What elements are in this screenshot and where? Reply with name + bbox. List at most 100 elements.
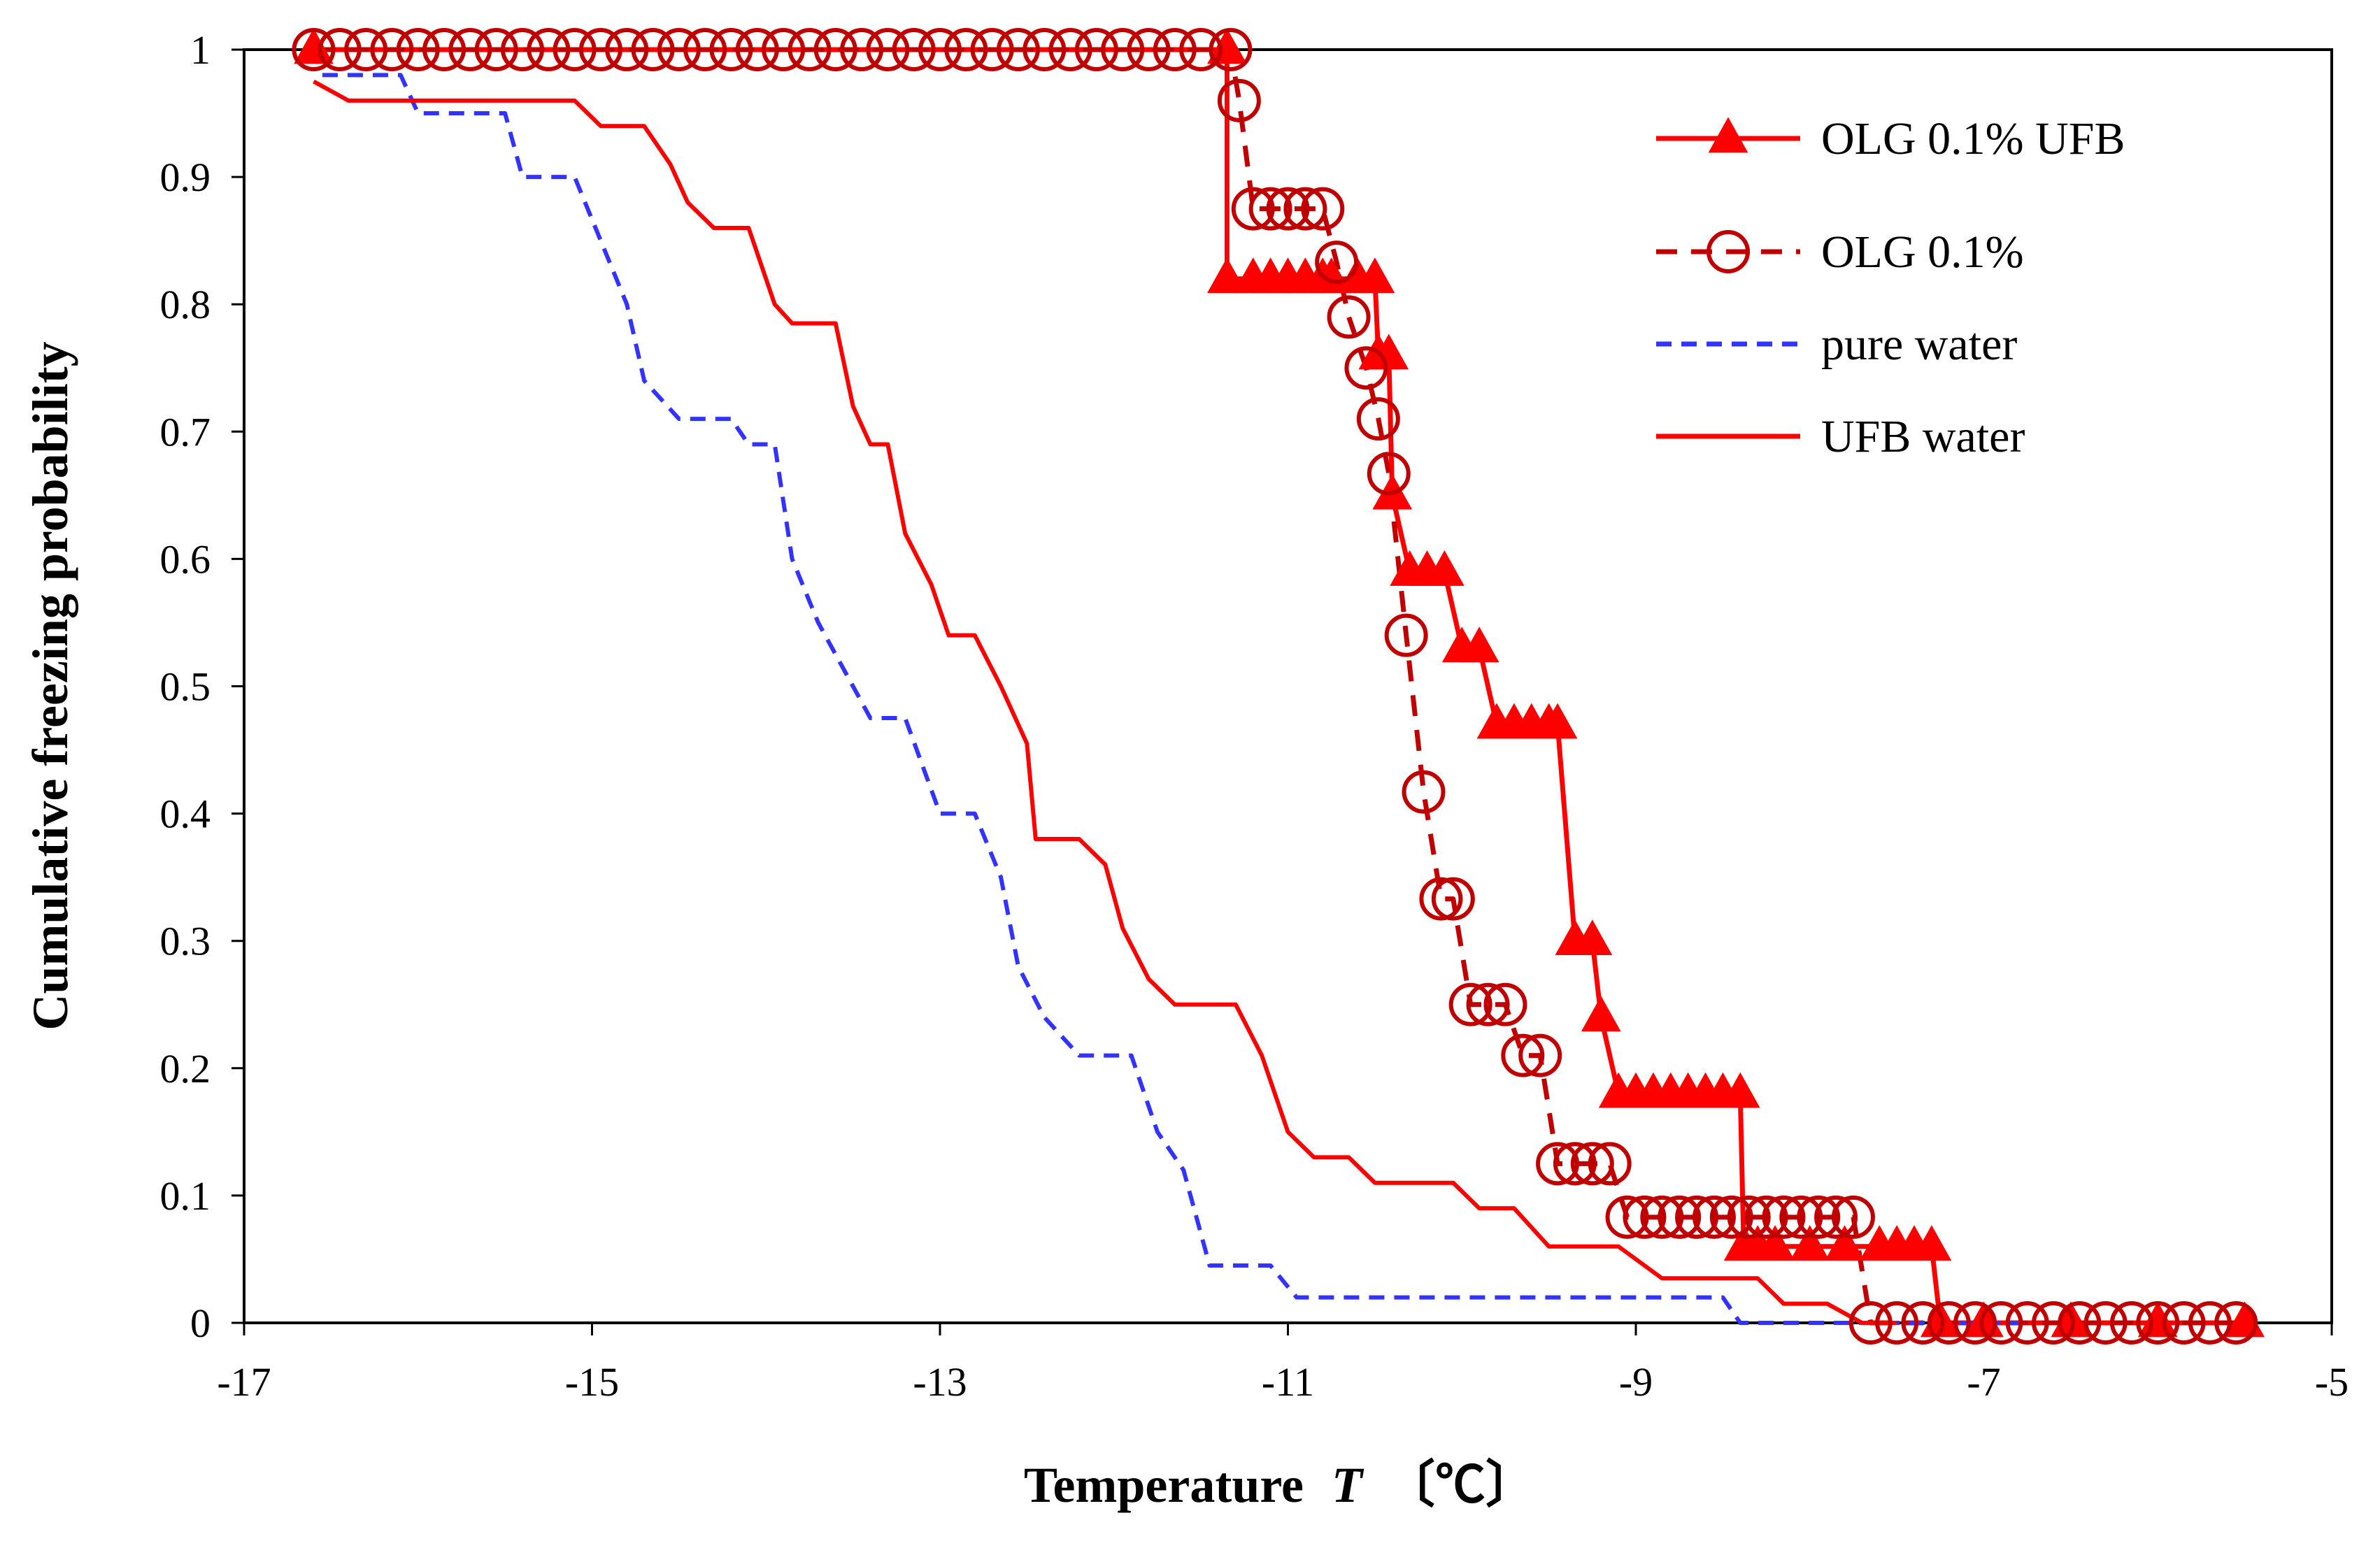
data-point-olg-0-1 bbox=[709, 28, 753, 71]
data-point-olg-0-1 bbox=[1431, 877, 1475, 921]
data-point-olg-0-1 bbox=[1384, 613, 1428, 657]
y-tick-label: 0.3 bbox=[160, 919, 211, 964]
data-point-olg-0-1 bbox=[1727, 1195, 1771, 1239]
x-axis-title: Temperature T 〔℃〕 bbox=[1024, 1457, 1536, 1513]
data-point-olg-0-1 bbox=[813, 28, 857, 71]
data-point-olg-0-1 bbox=[2058, 1301, 2102, 1345]
data-point-olg-0-1 bbox=[1588, 1142, 1632, 1186]
data-point-olg-0-1-ufb bbox=[1825, 1225, 1865, 1261]
data-point-olg-0-1 bbox=[866, 28, 910, 71]
data-point-olg-0-1 bbox=[578, 28, 622, 71]
data-point-olg-0-1 bbox=[1231, 187, 1275, 231]
data-point-olg-0-1-ufb bbox=[1720, 1072, 1760, 1108]
data-point-olg-0-1 bbox=[448, 28, 492, 71]
data-point-olg-0-1 bbox=[1101, 28, 1145, 71]
data-point-olg-0-1 bbox=[318, 28, 362, 71]
x-tick-label: -5 bbox=[2315, 1359, 2349, 1405]
data-point-olg-0-1 bbox=[344, 28, 388, 71]
data-point-olg-0-1 bbox=[527, 28, 571, 71]
data-point-olg-0-1-ufb bbox=[1911, 1225, 1952, 1261]
data-point-olg-0-1 bbox=[2109, 1301, 2153, 1345]
legend-marker-olg-0-1-ufb bbox=[1708, 117, 1748, 153]
data-point-olg-0-1 bbox=[1483, 982, 1527, 1026]
x-axis-ticks: -17 -15 -13 -11 -9 -7 -5 bbox=[217, 1323, 2349, 1405]
data-point-olg-0-1 bbox=[1927, 1301, 1971, 1345]
data-point-olg-0-1 bbox=[1448, 982, 1492, 1026]
data-point-olg-0-1-ufb bbox=[1424, 550, 1465, 586]
series-line-pure-water bbox=[322, 73, 2019, 1325]
data-point-olg-0-1 bbox=[553, 28, 597, 71]
y-tick-label: 0.7 bbox=[160, 409, 211, 454]
data-point-olg-0-1-ufb bbox=[1581, 996, 1621, 1032]
data-point-olg-0-1 bbox=[1553, 1142, 1597, 1186]
data-point-olg-0-1 bbox=[1179, 28, 1223, 71]
data-point-olg-0-1 bbox=[605, 28, 649, 71]
data-point-olg-0-1 bbox=[996, 28, 1040, 71]
data-point-olg-0-1 bbox=[735, 28, 779, 71]
legend-label-ufb-water: UFB water bbox=[1821, 411, 2025, 462]
data-point-olg-0-1 bbox=[1074, 28, 1118, 71]
data-point-olg-0-1 bbox=[2032, 1301, 2075, 1345]
data-point-olg-0-1 bbox=[1518, 1033, 1562, 1077]
data-point-olg-0-1 bbox=[1953, 1301, 1997, 1345]
data-point-olg-0-1 bbox=[1570, 1142, 1614, 1186]
data-point-olg-0-1 bbox=[918, 28, 962, 71]
data-point-olg-0-1 bbox=[1283, 187, 1327, 231]
data-point-olg-0-1 bbox=[1762, 1195, 1806, 1239]
data-point-olg-0-1 bbox=[1356, 397, 1400, 441]
data-point-olg-0-1-ufb bbox=[1355, 257, 1395, 294]
data-point-olg-0-1 bbox=[840, 28, 884, 71]
data-point-olg-0-1 bbox=[892, 28, 936, 71]
data-point-olg-0-1 bbox=[1048, 28, 1092, 71]
data-point-olg-0-1 bbox=[1875, 1301, 1919, 1345]
x-axis-title-symbol: T bbox=[1332, 1457, 1364, 1513]
data-point-olg-0-1-ufb bbox=[1790, 1225, 1830, 1261]
legend-label-pure-water: pure water bbox=[1821, 319, 2017, 370]
data-point-olg-0-1 bbox=[1153, 28, 1197, 71]
data-point-olg-0-1 bbox=[1658, 1195, 1702, 1239]
data-point-olg-0-1 bbox=[631, 28, 675, 71]
x-tick-label: -9 bbox=[1619, 1359, 1653, 1405]
data-point-olg-0-1-ufb bbox=[1537, 703, 1578, 739]
data-point-olg-0-1 bbox=[370, 28, 414, 71]
data-point-olg-0-1-ufb bbox=[1755, 1225, 1795, 1261]
data-point-olg-0-1 bbox=[1901, 1301, 1945, 1345]
data-point-olg-0-1 bbox=[1797, 1195, 1841, 1239]
data-point-olg-0-1 bbox=[1623, 1195, 1667, 1239]
data-point-olg-0-1 bbox=[1848, 1301, 1893, 1345]
y-tick-label: 0.8 bbox=[160, 282, 211, 327]
data-point-olg-0-1 bbox=[1127, 28, 1171, 71]
data-point-olg-0-1 bbox=[1501, 1033, 1545, 1077]
data-point-olg-0-1 bbox=[1605, 1195, 1649, 1239]
x-tick-label: -15 bbox=[565, 1359, 619, 1405]
y-tick-label: 0.1 bbox=[160, 1173, 211, 1219]
data-point-olg-0-1 bbox=[657, 28, 701, 71]
legend: OLG 0.1% UFB OLG 0.1% pure water UFB water bbox=[1656, 113, 2125, 462]
data-point-olg-0-1 bbox=[1022, 28, 1067, 71]
data-point-olg-0-1 bbox=[1209, 28, 1253, 71]
y-tick-label: 1 bbox=[190, 27, 211, 73]
data-point-olg-0-1 bbox=[762, 28, 806, 71]
x-tick-label: -7 bbox=[1967, 1359, 2000, 1405]
data-point-olg-0-1 bbox=[1344, 346, 1388, 390]
legend-label-olg-0-1-ufb: OLG 0.1% UFB bbox=[1821, 113, 2125, 164]
data-point-olg-0-1 bbox=[1744, 1195, 1788, 1239]
y-tick-label: 0.6 bbox=[160, 536, 211, 582]
data-point-olg-0-1 bbox=[1675, 1195, 1719, 1239]
x-axis-title-main: Temperature bbox=[1024, 1457, 1304, 1513]
data-point-olg-0-1 bbox=[1217, 78, 1261, 122]
data-point-olg-0-1 bbox=[1248, 187, 1292, 231]
data-point-olg-0-1 bbox=[1301, 187, 1345, 231]
data-point-olg-0-1 bbox=[2136, 1301, 2180, 1345]
y-tick-label: 0.5 bbox=[160, 664, 211, 710]
x-tick-label: -17 bbox=[217, 1359, 271, 1405]
data-point-olg-0-1 bbox=[2188, 1301, 2232, 1345]
data-point-olg-0-1 bbox=[1779, 1195, 1823, 1239]
data-point-olg-0-1 bbox=[1536, 1142, 1580, 1186]
data-point-olg-0-1 bbox=[422, 28, 466, 71]
data-point-olg-0-1 bbox=[1979, 1301, 2023, 1345]
data-point-olg-0-1-ufb bbox=[1207, 257, 1247, 294]
data-point-olg-0-1 bbox=[1315, 241, 1359, 285]
data-point-olg-0-1 bbox=[1266, 187, 1310, 231]
